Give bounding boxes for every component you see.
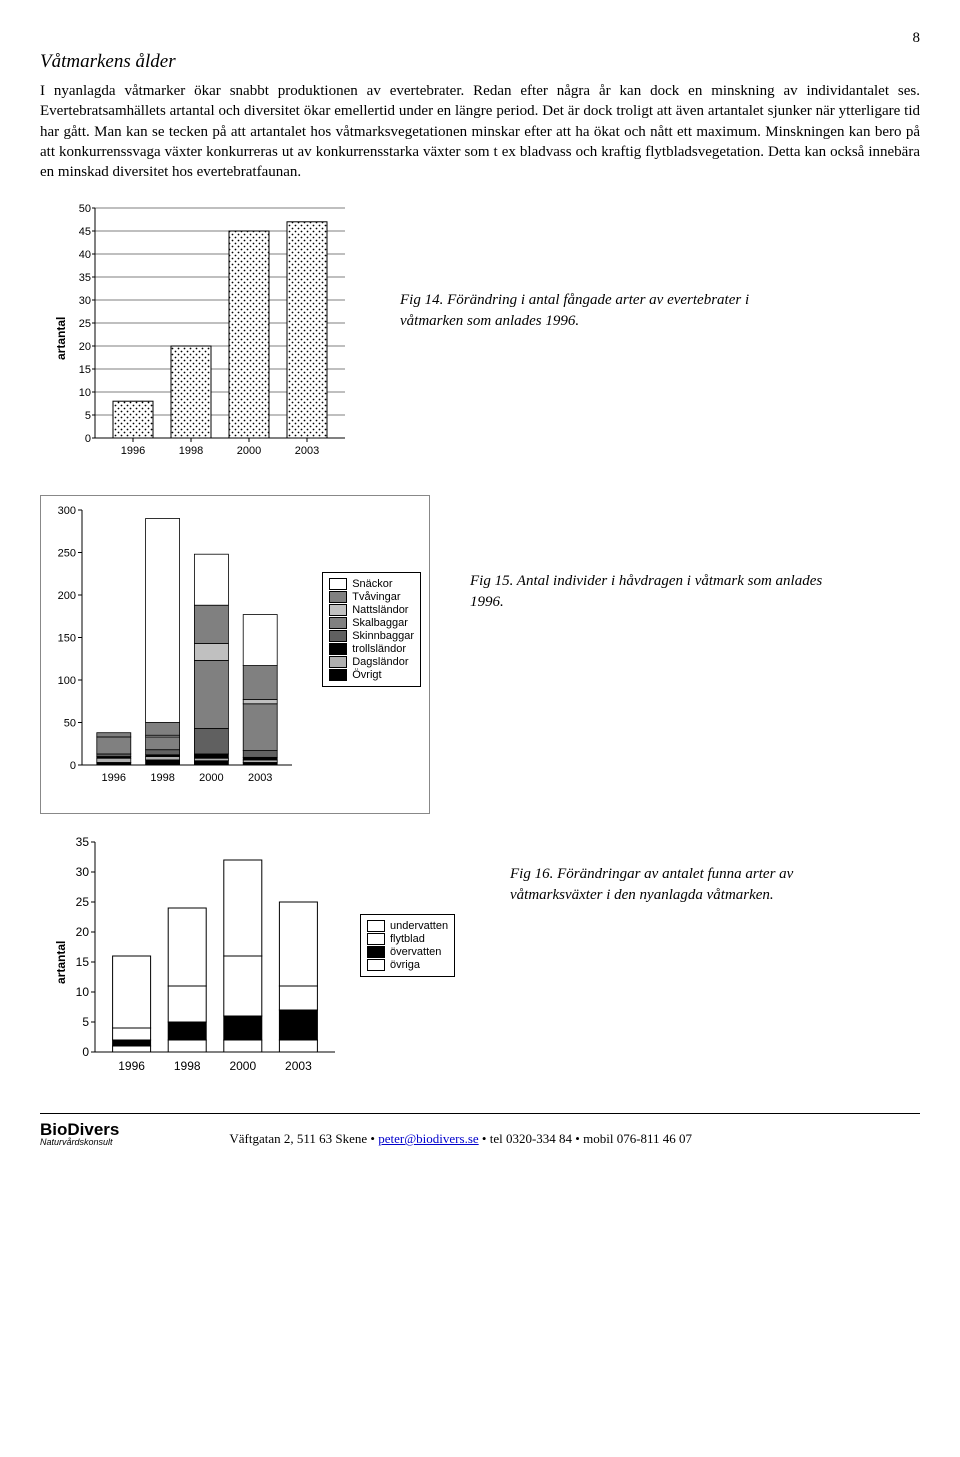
legend-label: Skinnbaggar [352,630,414,642]
footer-address: Väftgatan 2, 511 63 Skene [229,1131,367,1146]
bullet: • [575,1131,580,1146]
footer: BioDivers Naturvårdskonsult Väftgatan 2,… [40,1113,920,1147]
svg-text:150: 150 [58,633,76,645]
svg-text:2003: 2003 [285,1059,312,1073]
legend-label: Tvåvingar [352,591,400,603]
fig14-caption: Fig 14. Förändring i antal fångade arter… [400,290,760,331]
legend-label: Övrigt [352,669,381,681]
svg-text:2000: 2000 [237,445,261,457]
svg-text:2003: 2003 [295,445,319,457]
svg-text:0: 0 [70,760,76,772]
legend-label: övervatten [390,946,441,958]
svg-text:45: 45 [79,226,91,238]
footer-tel: tel 0320-334 84 [490,1131,572,1146]
svg-text:0: 0 [85,433,91,445]
svg-text:20: 20 [76,925,90,939]
legend-label: övriga [390,959,420,971]
svg-text:2000: 2000 [229,1059,256,1073]
svg-text:5: 5 [85,410,91,422]
brand-sub: Naturvårdskonsult [40,1137,119,1147]
legend-label: Nattsländor [352,604,408,616]
svg-text:15: 15 [79,364,91,376]
svg-text:2000: 2000 [199,772,223,784]
fig16-ylabel: artantal [54,941,68,984]
svg-text:50: 50 [79,203,91,215]
svg-text:0: 0 [82,1045,89,1059]
svg-text:1996: 1996 [102,772,126,784]
svg-text:200: 200 [58,590,76,602]
svg-text:1996: 1996 [121,445,145,457]
svg-text:40: 40 [79,249,91,261]
fig15-legend: SnäckorTvåvingarNattsländorSkalbaggarSki… [322,572,421,687]
svg-text:1998: 1998 [179,445,203,457]
svg-text:25: 25 [79,318,91,330]
svg-text:10: 10 [76,985,90,999]
svg-text:50: 50 [64,718,76,730]
svg-text:250: 250 [58,548,76,560]
legend-label: trollsländor [352,643,406,655]
page-number: 8 [40,30,920,47]
fig16-legend: undervattenflytbladövervattenövriga [360,914,455,977]
footer-mobil: mobil 076-811 46 07 [583,1131,692,1146]
bullet: • [370,1131,375,1146]
svg-text:35: 35 [76,835,90,849]
section-title: Våtmarkens ålder [40,51,920,73]
fig14-chart: artantal 0510152025303540455019961998200… [60,200,360,475]
svg-text:20: 20 [79,341,91,353]
legend-label: Snäckor [352,578,392,590]
svg-text:30: 30 [79,295,91,307]
fig14-ylabel: artantal [54,317,68,360]
footer-contact: Väftgatan 2, 511 63 Skene • peter@biodiv… [229,1131,692,1147]
svg-text:25: 25 [76,895,90,909]
fig15-chart: 0 50 100 150 200 250 300 1996 1998 2000 2003 Snäck… [40,495,430,814]
svg-text:300: 300 [58,505,76,517]
fig16-caption: Fig 16. Förändringar av antalet funna ar… [510,864,870,905]
svg-text:1996: 1996 [118,1059,145,1073]
svg-text:5: 5 [82,1015,89,1029]
body-paragraph: I nyanlagda våtmarker ökar snabbt produk… [40,81,920,182]
svg-text:35: 35 [79,272,91,284]
svg-text:2003: 2003 [248,772,272,784]
legend-label: Skalbaggar [352,617,408,629]
svg-text:1998: 1998 [174,1059,201,1073]
legend-label: undervatten [390,920,448,932]
legend-label: flytblad [390,933,425,945]
svg-text:15: 15 [76,955,90,969]
footer-email[interactable]: peter@biodivers.se [378,1131,478,1146]
svg-text:10: 10 [79,387,91,399]
bullet: • [482,1131,487,1146]
fig15-caption: Fig 15. Antal individer i håvdragen i vå… [470,571,830,612]
legend-label: Dagsländor [352,656,408,668]
fig16-chart: artantal 051015202530351996199820002003 … [60,834,350,1089]
svg-text:1998: 1998 [150,772,174,784]
svg-text:30: 30 [76,865,90,879]
svg-text:100: 100 [58,675,76,687]
footer-brand: BioDivers Naturvårdskonsult [40,1120,119,1147]
